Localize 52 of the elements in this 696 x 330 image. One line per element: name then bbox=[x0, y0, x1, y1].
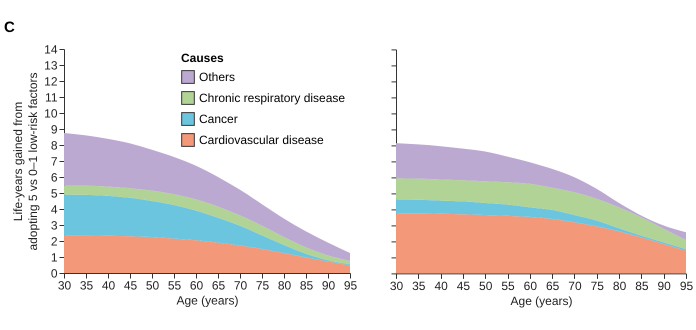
y-tick-label: 13 bbox=[44, 58, 58, 72]
y-tick-label: 14 bbox=[44, 42, 58, 56]
y-tick-label: 9 bbox=[50, 122, 58, 136]
y-tick-label: 10 bbox=[44, 106, 58, 120]
legend-label: Chronic respiratory disease bbox=[199, 91, 346, 105]
y-tick-label: 7 bbox=[50, 154, 58, 168]
y-tick-label: 6 bbox=[50, 170, 58, 184]
x-tick-label: 55 bbox=[501, 278, 516, 293]
x-tick-label: 65 bbox=[546, 278, 560, 293]
x-tick-label: 45 bbox=[456, 278, 470, 293]
x-tick-label: 95 bbox=[680, 278, 694, 293]
legend-title: Causes bbox=[181, 51, 224, 65]
x-tick-label: 60 bbox=[524, 278, 538, 293]
x-axis-title: Age (years) bbox=[176, 294, 239, 308]
y-axis-title: Life-years gained from adopting 5 vs 0–1 low-risk factors bbox=[11, 72, 40, 251]
x-tick-label: 85 bbox=[300, 278, 314, 292]
x-tick-label: 60 bbox=[190, 278, 204, 292]
x-tick-label: 70 bbox=[234, 278, 248, 292]
y-tick-label: 2 bbox=[50, 234, 58, 248]
x-tick-label: 40 bbox=[434, 278, 448, 293]
x-tick-label: 45 bbox=[124, 278, 138, 292]
x-tick-label: 90 bbox=[658, 278, 672, 293]
x-tick-label: 75 bbox=[256, 278, 270, 292]
x-tick-label: 90 bbox=[322, 278, 336, 292]
legend-label: Others bbox=[199, 70, 236, 84]
legend-label: Cancer bbox=[199, 112, 238, 126]
x-tick-label: 75 bbox=[590, 278, 604, 293]
x-tick-label: 80 bbox=[278, 278, 292, 292]
y-tick-label: 3 bbox=[50, 218, 58, 232]
x-tick-label: 85 bbox=[635, 278, 649, 293]
x-axis-title: Age (years) bbox=[510, 294, 572, 308]
x-tick-label: 35 bbox=[412, 278, 426, 293]
x-tick-label: 35 bbox=[80, 278, 94, 292]
y-tick-label: 4 bbox=[50, 202, 58, 216]
y-tick-label: 1 bbox=[50, 250, 58, 264]
x-tick-label: 50 bbox=[146, 278, 160, 292]
x-tick-label: 55 bbox=[168, 278, 182, 292]
y-tick-label: 11 bbox=[45, 90, 58, 104]
x-tick-label: 65 bbox=[212, 278, 226, 292]
x-tick-label: 30 bbox=[390, 278, 404, 293]
y-tick-label: 5 bbox=[50, 186, 58, 200]
y-tick-label: 12 bbox=[44, 74, 58, 88]
chart-title: C bbox=[4, 19, 15, 36]
legend-label: Cardiovascular disease bbox=[199, 133, 324, 147]
y-tick-label: 8 bbox=[50, 138, 58, 152]
x-tick-label: 50 bbox=[479, 278, 493, 293]
x-tick-label: 40 bbox=[102, 278, 116, 292]
x-tick-label: 95 bbox=[344, 278, 358, 292]
x-tick-label: 70 bbox=[568, 278, 582, 293]
x-tick-label: 30 bbox=[58, 278, 72, 292]
y-tick-label: 0 bbox=[50, 266, 58, 280]
x-tick-label: 80 bbox=[612, 278, 627, 293]
